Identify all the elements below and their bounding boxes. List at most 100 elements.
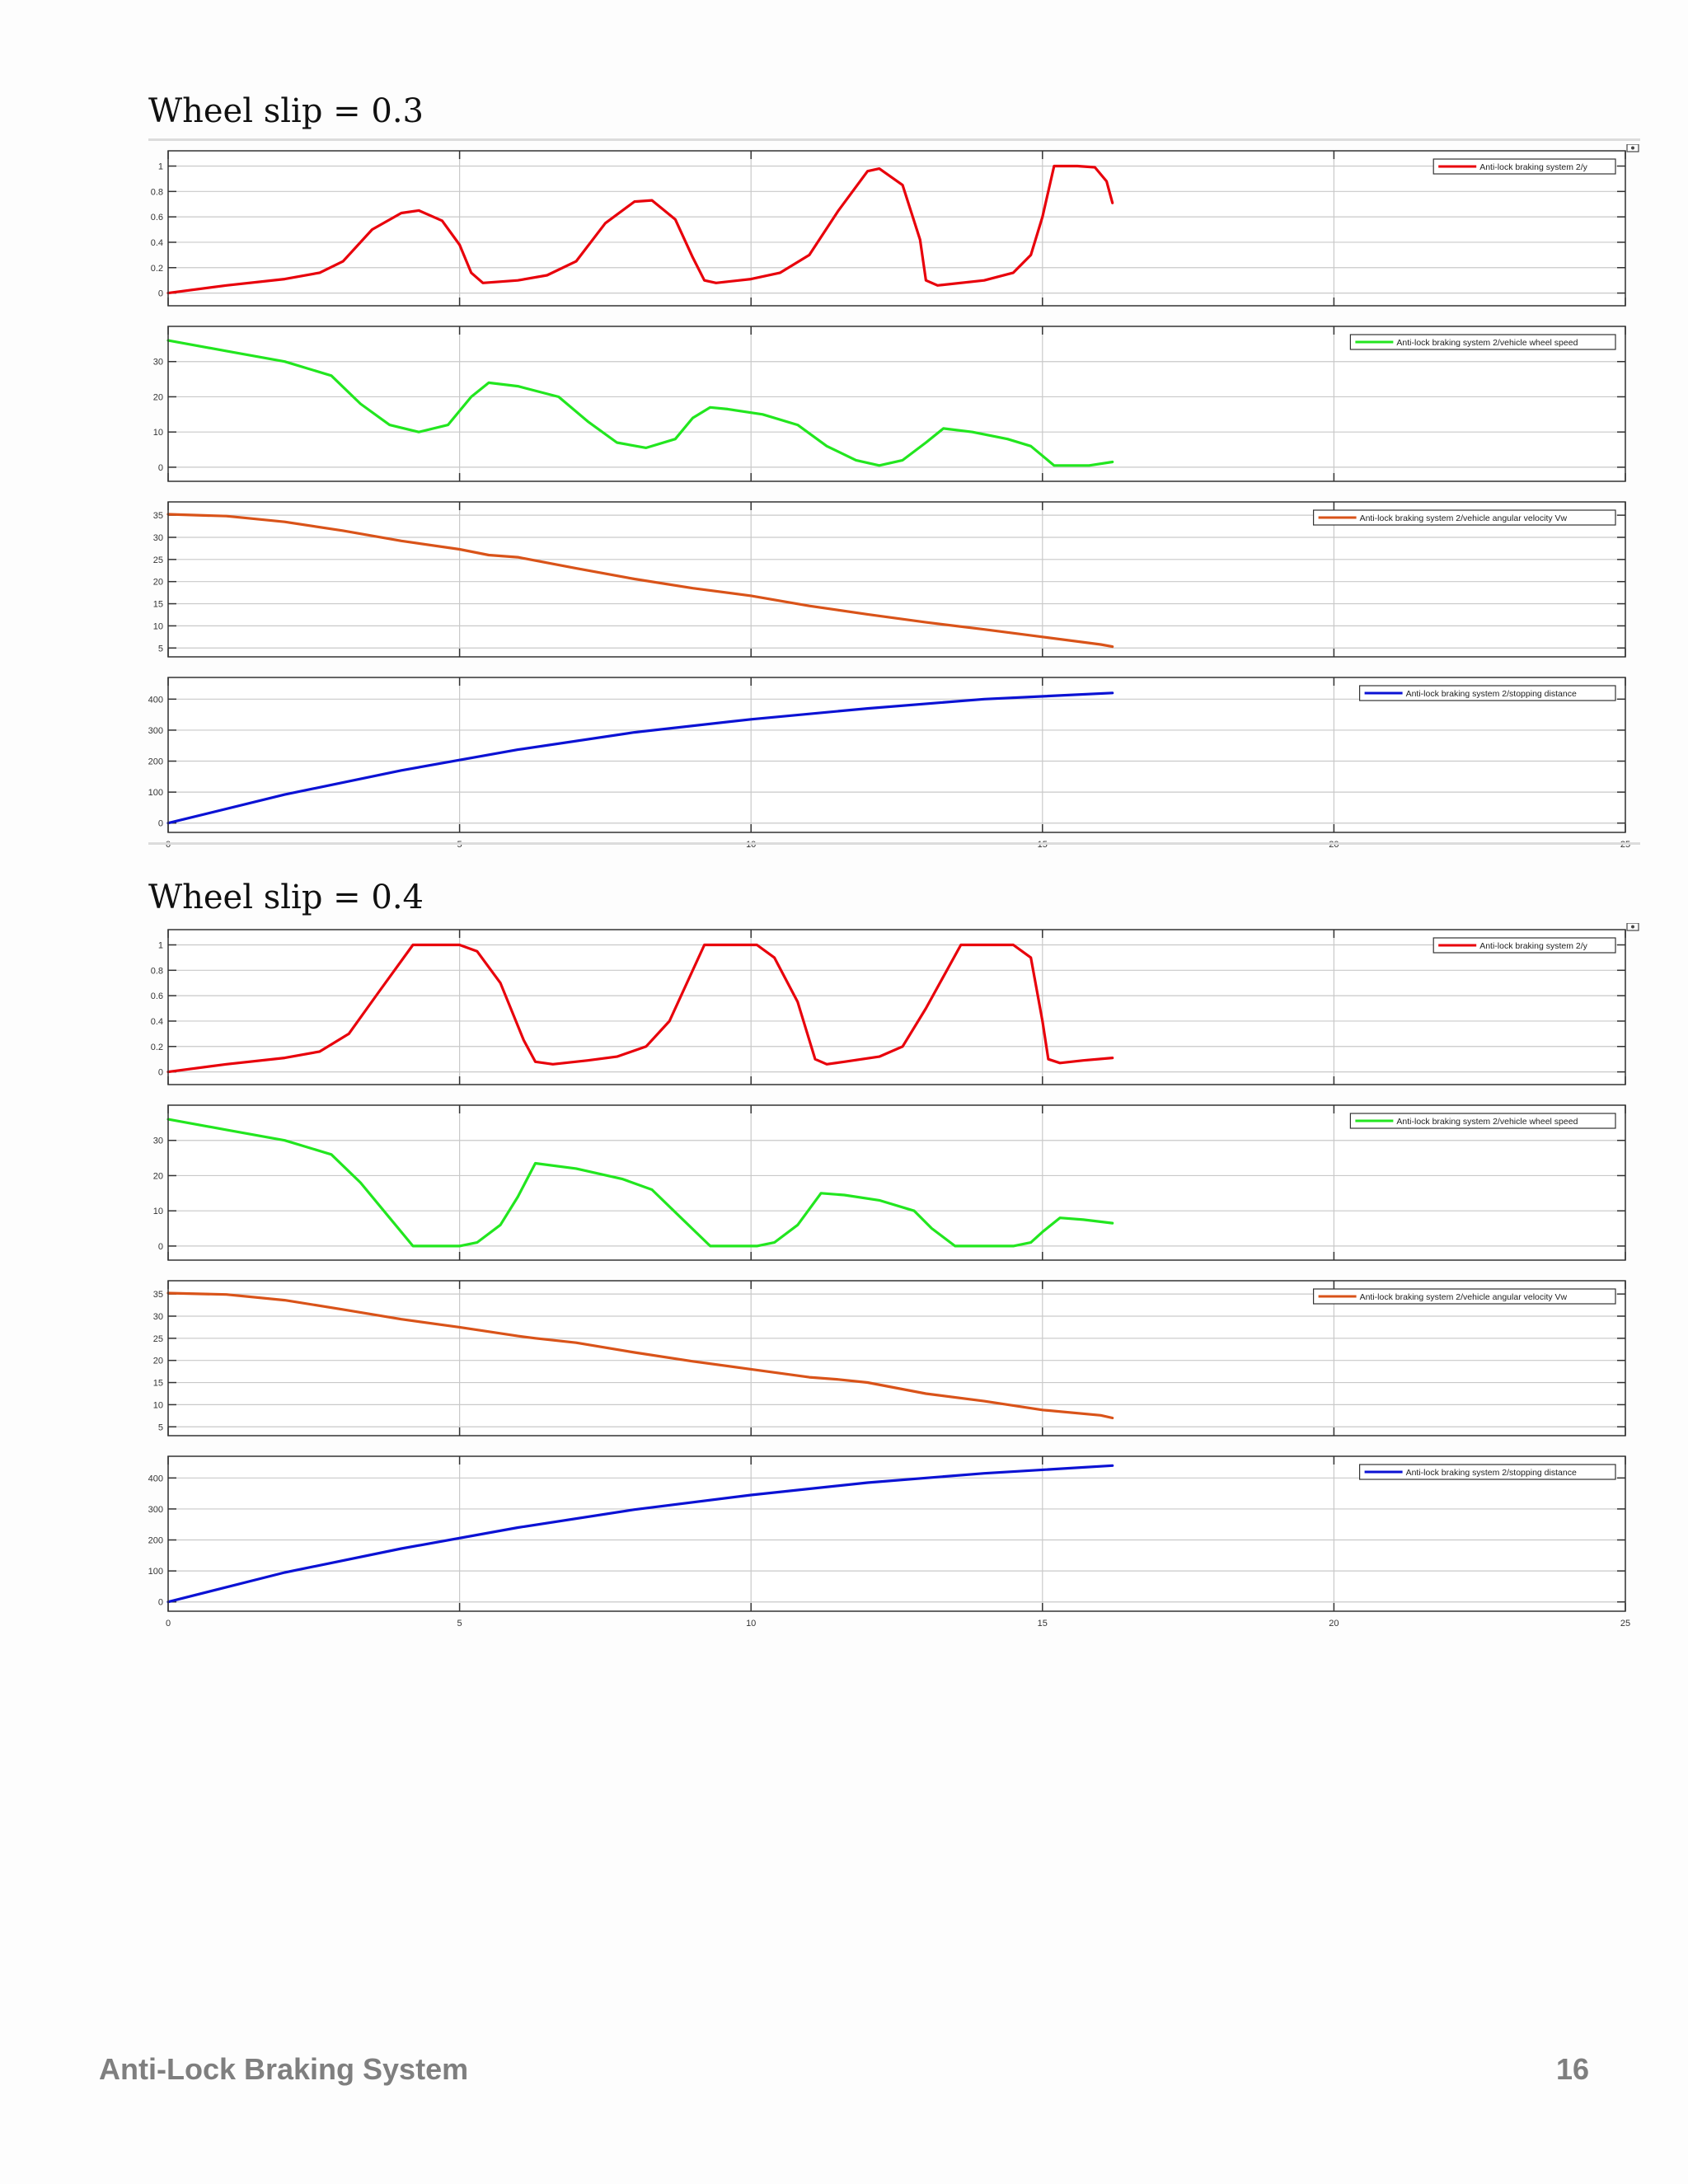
y-tick-label: 0.6 (151, 991, 163, 1001)
x-tick-label: 10 (746, 1619, 756, 1628)
legend-label: Anti-lock braking system 2/vehicle angul… (1360, 1292, 1568, 1302)
y-tick-label: 15 (153, 600, 163, 610)
y-tick-label: 300 (148, 726, 163, 736)
series-line (166, 339, 1114, 467)
series-line (166, 164, 1114, 295)
series-line (166, 691, 1114, 825)
axes-frame (167, 501, 1626, 658)
axes-frame (167, 1280, 1626, 1436)
legend: Anti-lock braking system 2/y (1432, 158, 1616, 175)
series-line (166, 943, 1114, 1074)
y-tick-label: 0 (158, 819, 163, 829)
axes-frame (167, 326, 1626, 482)
legend-label: Anti-lock braking system 2/stopping dist… (1406, 1468, 1577, 1478)
legend: Anti-lock braking system 2/vehicle angul… (1312, 1288, 1616, 1305)
y-tick-label: 20 (153, 578, 163, 588)
y-tick-label: 0 (158, 1068, 163, 1078)
y-tick-label: 1 (158, 940, 163, 950)
legend-label: Anti-lock braking system 2/stopping dist… (1406, 689, 1577, 699)
plot-area (168, 151, 1625, 306)
y-tick-label: 20 (153, 1171, 163, 1181)
y-tick-label: 0.4 (151, 238, 163, 248)
y-tick-label: 25 (153, 555, 163, 565)
y-tick-label: 20 (153, 1357, 163, 1366)
x-tick-label: 25 (1620, 1619, 1630, 1628)
y-tick-label: 10 (153, 1400, 163, 1410)
series-line (166, 1464, 1114, 1604)
series-line (166, 1118, 1114, 1248)
y-tick-label: 0.4 (151, 1017, 163, 1027)
axes-frame (167, 150, 1626, 307)
subplot-3: 5 10 15 20 25 30 35 Anti-lock braking system 2/… (153, 501, 1626, 658)
series-line (166, 513, 1114, 649)
plot-area (168, 1105, 1625, 1260)
y-tick-label: 20 (153, 392, 163, 402)
x-tick-label: 5 (457, 1619, 462, 1628)
figure-corner-icon (1626, 144, 1639, 152)
x-tick-label: 20 (1329, 1619, 1339, 1628)
y-tick-label: 10 (153, 1207, 163, 1216)
y-tick-label: 0.8 (151, 187, 163, 197)
axes-frame (167, 677, 1626, 833)
subplot-2: 0 10 20 30 Anti-lock braking system 2/vehicl… (153, 326, 1626, 482)
y-tick-label: 5 (158, 1422, 163, 1432)
y-tick-label: 30 (153, 1137, 163, 1146)
y-tick-label: 200 (148, 757, 163, 767)
figure-corner-icon (1626, 923, 1639, 931)
chart-block-slip-0-3: 0 0.2 0.4 0.6 0.8 1 Anti-lock braking system 2… (148, 144, 1639, 849)
plot-area (168, 326, 1625, 481)
y-tick-label: 30 (153, 358, 163, 368)
y-tick-label: 35 (153, 1290, 163, 1300)
footer-title: Anti-Lock Braking System (99, 2052, 469, 2086)
y-tick-label: 5 (158, 644, 163, 654)
legend-label: Anti-lock braking system 2/vehicle wheel… (1396, 338, 1578, 348)
plot-area (168, 1281, 1625, 1436)
legend-label: Anti-lock braking system 2/y (1479, 162, 1587, 172)
x-tick-label: 15 (1038, 1619, 1048, 1628)
legend: Anti-lock braking system 2/stopping dist… (1358, 685, 1616, 701)
axes-frame (167, 929, 1626, 1085)
legend: Anti-lock braking system 2/vehicle wheel… (1349, 1113, 1616, 1129)
subplot-1: 0 0.2 0.4 0.6 0.8 1 Anti-lock braking system 2… (151, 150, 1626, 307)
x-tick-label: 0 (166, 1619, 171, 1628)
axes-frame (167, 1455, 1626, 1612)
y-tick-label: 25 (153, 1334, 163, 1344)
legend-label: Anti-lock braking system 2/vehicle wheel… (1396, 1117, 1578, 1127)
y-tick-label: 400 (148, 1474, 163, 1483)
legend: Anti-lock braking system 2/vehicle angul… (1312, 509, 1616, 526)
y-tick-label: 1 (158, 162, 163, 171)
y-tick-label: 0.6 (151, 213, 163, 223)
series-line (166, 1291, 1114, 1420)
y-tick-label: 30 (153, 1312, 163, 1322)
y-tick-label: 300 (148, 1505, 163, 1515)
y-tick-label: 15 (153, 1379, 163, 1389)
y-tick-label: 0.2 (151, 264, 163, 274)
legend: Anti-lock braking system 2/y (1432, 937, 1616, 954)
legend: Anti-lock braking system 2/stopping dist… (1358, 1464, 1616, 1480)
y-tick-label: 35 (153, 511, 163, 521)
legend: Anti-lock braking system 2/vehicle wheel… (1349, 334, 1616, 350)
plot-area (168, 1456, 1625, 1611)
axes-frame (167, 1104, 1626, 1261)
y-tick-label: 0 (158, 463, 163, 473)
y-tick-label: 0 (158, 289, 163, 299)
subplot-3: 5 10 15 20 25 30 35 Anti-lock braking system 2/… (153, 1280, 1626, 1436)
subplot-1: 0 0.2 0.4 0.6 0.8 1 Anti-lock braking system 2… (151, 929, 1626, 1085)
y-tick-label: 0 (158, 1598, 163, 1608)
plot-area (168, 930, 1625, 1085)
plot-area (168, 677, 1625, 832)
subplot-2: 0 10 20 30 Anti-lock braking system 2/vehicl… (153, 1104, 1626, 1261)
page-number: 16 (1555, 2052, 1589, 2086)
section-separator (148, 842, 1640, 845)
y-tick-label: 100 (148, 788, 163, 798)
legend-label: Anti-lock braking system 2/y (1479, 941, 1587, 951)
legend-label: Anti-lock braking system 2/vehicle angul… (1360, 513, 1568, 523)
chart-block-slip-0-4: 0 0.2 0.4 0.6 0.8 1 Anti-lock braking system 2… (148, 923, 1639, 1628)
y-tick-label: 30 (153, 533, 163, 543)
y-tick-label: 10 (153, 621, 163, 631)
y-tick-label: 200 (148, 1536, 163, 1546)
y-tick-label: 100 (148, 1567, 163, 1577)
y-tick-label: 10 (153, 428, 163, 438)
